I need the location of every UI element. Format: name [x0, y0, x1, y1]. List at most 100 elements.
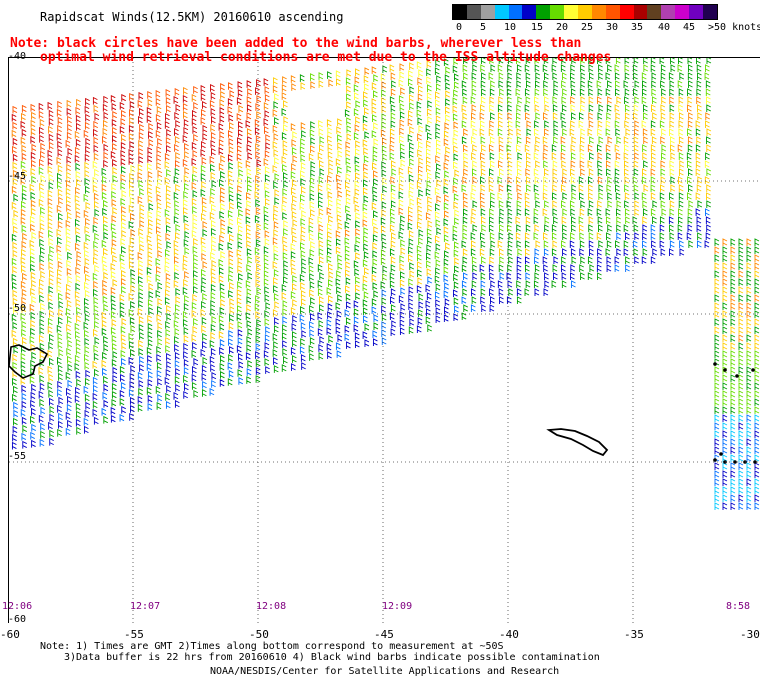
wind-barb [335, 326, 341, 334]
wind-barb [706, 104, 711, 112]
wind-barb [291, 283, 297, 291]
wind-barb [697, 232, 702, 240]
wind-barb [561, 58, 566, 64]
wind-barb [497, 112, 503, 120]
wind-barb [58, 412, 63, 421]
wind-barb [730, 470, 736, 478]
wind-barb [318, 80, 324, 88]
wind-barb [65, 307, 71, 316]
wind-barb [363, 195, 369, 203]
wind-barb [606, 152, 611, 160]
wind-barb [146, 346, 152, 355]
wind-barb [580, 200, 586, 208]
wind-barb [139, 211, 145, 220]
pass-time-label: 12:06 [2, 601, 33, 612]
wind-barb [570, 80, 576, 88]
wind-barb [274, 197, 280, 205]
wind-barb [524, 232, 530, 240]
wind-barb [426, 308, 431, 317]
wind-barb [535, 136, 540, 144]
wind-barb [579, 248, 584, 256]
wind-barb [722, 382, 728, 390]
wind-barb [746, 350, 752, 358]
wind-barb [164, 177, 170, 185]
wind-barb [264, 230, 270, 238]
wind-barb [200, 285, 206, 293]
wind-barb [679, 160, 684, 168]
wind-barb [507, 208, 513, 216]
wind-barb [390, 328, 396, 336]
wind-barb [434, 235, 440, 244]
wind-barb [282, 148, 288, 156]
wind-barb [362, 299, 368, 307]
wind-barb [544, 104, 550, 112]
wind-barb [552, 72, 558, 80]
wind-barb [678, 128, 684, 136]
wind-barb [444, 210, 449, 219]
wind-barb [76, 314, 81, 323]
wind-barb [580, 80, 586, 88]
wind-barb [669, 168, 675, 176]
wind-barb [67, 395, 72, 404]
wind-barb [498, 96, 503, 104]
wind-barb [354, 244, 360, 252]
wind-barb [12, 153, 18, 162]
wind-barb [29, 335, 35, 344]
wind-barb [309, 281, 315, 289]
wind-barb [138, 299, 143, 308]
wind-barb [427, 236, 432, 245]
wind-barb [103, 151, 109, 160]
wind-barb [443, 234, 449, 243]
wind-barb [738, 478, 744, 486]
wind-barb [48, 109, 54, 118]
wind-barb [219, 283, 225, 291]
wind-barb [434, 187, 440, 196]
wind-barb [470, 304, 476, 312]
wind-barb [202, 261, 208, 269]
wind-barb [516, 64, 522, 72]
wind-barb [318, 200, 323, 208]
wind-barb [444, 194, 449, 203]
wind-barb [273, 229, 279, 237]
wind-barb [184, 183, 189, 191]
wind-barb [551, 144, 557, 152]
wind-barb [166, 305, 171, 313]
wind-barb [615, 128, 620, 136]
wind-barb [738, 286, 744, 294]
wind-barb [12, 337, 18, 346]
wind-barb [399, 63, 405, 71]
wind-barb [30, 311, 36, 320]
wind-barb [84, 281, 89, 290]
wind-barb [426, 76, 431, 85]
wind-barb [722, 310, 728, 318]
wind-barb [353, 308, 359, 316]
wind-barb [236, 193, 242, 201]
wind-barb [66, 387, 71, 396]
wind-barb [498, 216, 504, 224]
wind-barb [560, 136, 566, 144]
wind-barb [436, 163, 441, 172]
wind-barb [345, 269, 350, 277]
wind-barb [453, 289, 458, 298]
wind-barb [445, 66, 450, 75]
wind-barb [480, 216, 486, 224]
wind-barb [75, 186, 80, 195]
wind-barb [479, 192, 485, 200]
wind-barb [461, 296, 467, 305]
wind-barb [588, 120, 594, 128]
wind-barb [542, 192, 548, 200]
wind-barb [111, 382, 117, 391]
wind-barb [29, 303, 35, 312]
wind-barb [156, 353, 162, 362]
wind-barb [137, 171, 143, 180]
colorbar-label: 0 [456, 22, 463, 33]
wind-barb [93, 384, 98, 393]
wind-barb [84, 121, 90, 130]
wind-barb [570, 232, 575, 240]
wind-barb [309, 321, 314, 329]
wind-barb [454, 169, 460, 178]
wind-barb [272, 109, 278, 117]
wind-barb [246, 240, 251, 248]
wind-barb [525, 168, 531, 176]
wind-barb [738, 310, 744, 318]
